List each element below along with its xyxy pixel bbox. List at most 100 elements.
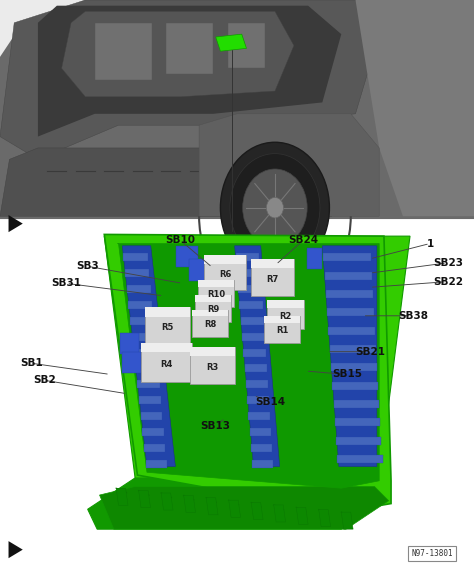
Polygon shape [118,244,379,488]
Bar [251,259,294,268]
Bar [125,269,149,277]
Polygon shape [341,512,353,529]
Polygon shape [319,510,331,527]
Text: R4: R4 [161,360,173,369]
Circle shape [243,169,307,246]
Text: SB14: SB14 [255,397,285,407]
Bar [239,301,263,309]
Bar [334,400,379,408]
Bar [122,352,141,373]
Bar [228,23,265,68]
Bar [252,460,273,468]
Bar [307,248,322,269]
Text: SB2: SB2 [33,375,56,385]
Polygon shape [0,0,379,159]
Bar [198,280,234,287]
Polygon shape [251,502,263,519]
Polygon shape [161,493,173,510]
Bar [120,333,139,354]
Bar [192,310,228,316]
Polygon shape [100,486,389,529]
Text: R5: R5 [161,323,173,332]
Circle shape [266,197,283,218]
Bar [331,364,377,372]
Bar [95,23,152,80]
Polygon shape [9,541,23,558]
Bar [204,255,246,264]
Polygon shape [0,0,474,219]
Bar [139,396,161,404]
Bar [137,380,160,388]
Polygon shape [104,234,391,512]
Polygon shape [9,215,23,232]
Text: SB31: SB31 [51,278,82,288]
Bar [267,300,304,307]
Polygon shape [235,246,280,467]
Text: SB23: SB23 [434,258,464,268]
Text: N97-13801: N97-13801 [411,549,453,558]
Bar [128,301,152,309]
Bar [141,343,192,352]
Polygon shape [62,11,294,97]
Bar [251,259,294,296]
Bar [337,455,383,463]
Bar [141,412,163,420]
Text: SB15: SB15 [332,369,362,380]
Bar [136,364,158,372]
Bar [141,343,192,382]
Bar [327,308,374,316]
Bar [198,280,234,307]
Bar [166,23,213,74]
Polygon shape [216,34,246,51]
Bar [127,285,151,293]
Bar [123,253,148,261]
Polygon shape [104,236,410,478]
Polygon shape [0,148,341,216]
Polygon shape [228,500,240,517]
Polygon shape [116,488,128,505]
Bar [238,285,262,293]
Text: R6: R6 [219,270,231,279]
Text: R3: R3 [206,363,218,372]
Bar [332,382,378,390]
Text: SB21: SB21 [356,347,385,357]
Text: R8: R8 [204,320,216,329]
Polygon shape [356,0,474,216]
Bar [236,253,259,261]
Polygon shape [38,6,341,137]
Bar [132,333,155,341]
Text: SB3: SB3 [76,261,99,271]
Bar [330,345,376,353]
Bar [176,246,198,267]
Bar [130,317,154,325]
Text: R7: R7 [266,275,279,284]
Polygon shape [183,496,195,513]
Bar [190,347,235,356]
Bar [241,317,264,325]
Bar [144,444,165,452]
Bar [323,253,371,261]
Bar [246,380,268,388]
Polygon shape [122,246,175,467]
Bar [248,412,270,420]
Bar [267,300,304,329]
Bar [143,428,164,436]
Bar [328,327,375,335]
Bar [190,347,235,384]
Polygon shape [88,478,389,529]
Bar [325,271,372,279]
Bar [145,307,190,316]
Polygon shape [199,114,379,216]
Text: R10: R10 [207,290,225,299]
Text: SB38: SB38 [398,311,428,321]
Bar [250,428,271,436]
Text: 1: 1 [427,238,434,249]
Bar [195,295,231,302]
Circle shape [230,154,320,262]
Text: R9: R9 [207,305,219,314]
Text: R2: R2 [280,312,292,320]
Text: SB13: SB13 [201,420,231,431]
Text: SB22: SB22 [434,277,464,287]
Bar [146,460,167,468]
Polygon shape [273,505,285,522]
